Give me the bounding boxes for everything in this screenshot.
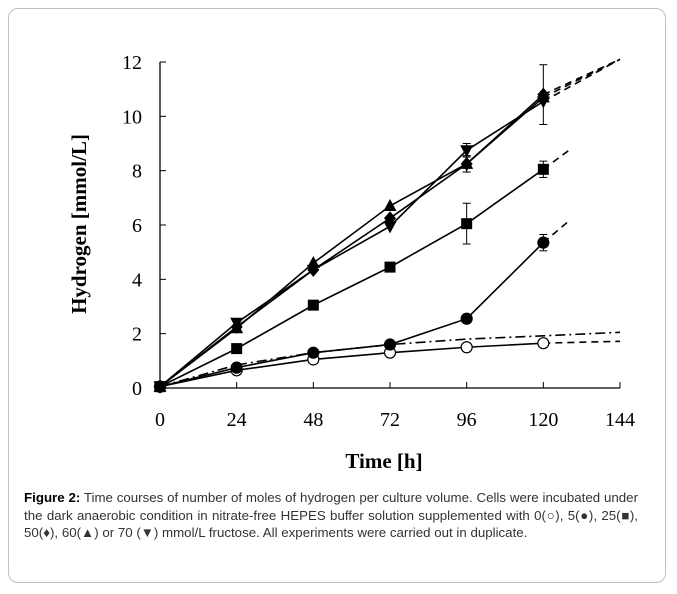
y-axis-title: Hydrogen [mmol/L] — [67, 134, 91, 314]
data-point-circle — [230, 361, 243, 374]
data-point-triangle-up — [460, 156, 474, 169]
figure-frame — [8, 8, 666, 583]
x-tick-label: 72 — [380, 409, 400, 431]
y-tick-label: 10 — [122, 106, 142, 128]
data-point-square — [231, 343, 243, 355]
y-tick-label: 6 — [132, 215, 142, 237]
data-point-square — [461, 218, 473, 230]
x-tick-label: 96 — [457, 409, 477, 431]
data-point-triangle-down — [306, 264, 320, 277]
series-line — [159, 168, 544, 388]
data-point-circle — [383, 338, 397, 351]
series-line — [159, 100, 544, 388]
x-tick-label: 144 — [605, 409, 635, 431]
data-point-square — [537, 163, 549, 175]
data-point-circle — [460, 312, 473, 325]
data-point-triangle-down — [383, 221, 397, 234]
data-point-square — [307, 299, 319, 311]
caption-label: Figure 2: — [24, 490, 81, 505]
y-tick-label: 12 — [122, 52, 142, 74]
series-trend-line — [542, 58, 621, 96]
figure-caption: Figure 2: Time courses of number of mole… — [24, 489, 638, 542]
series-line — [159, 342, 544, 388]
x-axis-title: Time [h] — [345, 449, 422, 473]
series-trend-line — [542, 58, 621, 99]
y-tick-label: 0 — [132, 378, 142, 400]
data-point-triangle-down — [460, 145, 474, 158]
series-trend-line — [542, 58, 621, 103]
y-tick-label: 4 — [132, 269, 142, 291]
data-point-circle — [307, 346, 320, 359]
y-tick-label: 2 — [132, 324, 142, 346]
data-point-triangle-down — [536, 96, 550, 109]
data-point-triangle-down — [153, 381, 167, 394]
data-point-circle — [460, 341, 473, 354]
data-point-circle — [537, 236, 550, 249]
data-point-circle — [537, 337, 550, 350]
series-line — [159, 242, 544, 388]
x-tick-label: 120 — [528, 409, 558, 431]
data-point-triangle-up — [383, 198, 397, 211]
series-trend-line — [543, 340, 621, 344]
series-line — [159, 96, 544, 388]
caption-text: Time courses of number of moles of hydro… — [24, 490, 638, 540]
x-tick-label: 24 — [227, 409, 247, 431]
data-point-square — [384, 261, 396, 273]
data-point-triangle-down — [230, 317, 244, 330]
x-tick-label: 48 — [303, 409, 323, 431]
x-tick-label: 0 — [155, 409, 165, 431]
y-tick-label: 8 — [132, 161, 142, 183]
